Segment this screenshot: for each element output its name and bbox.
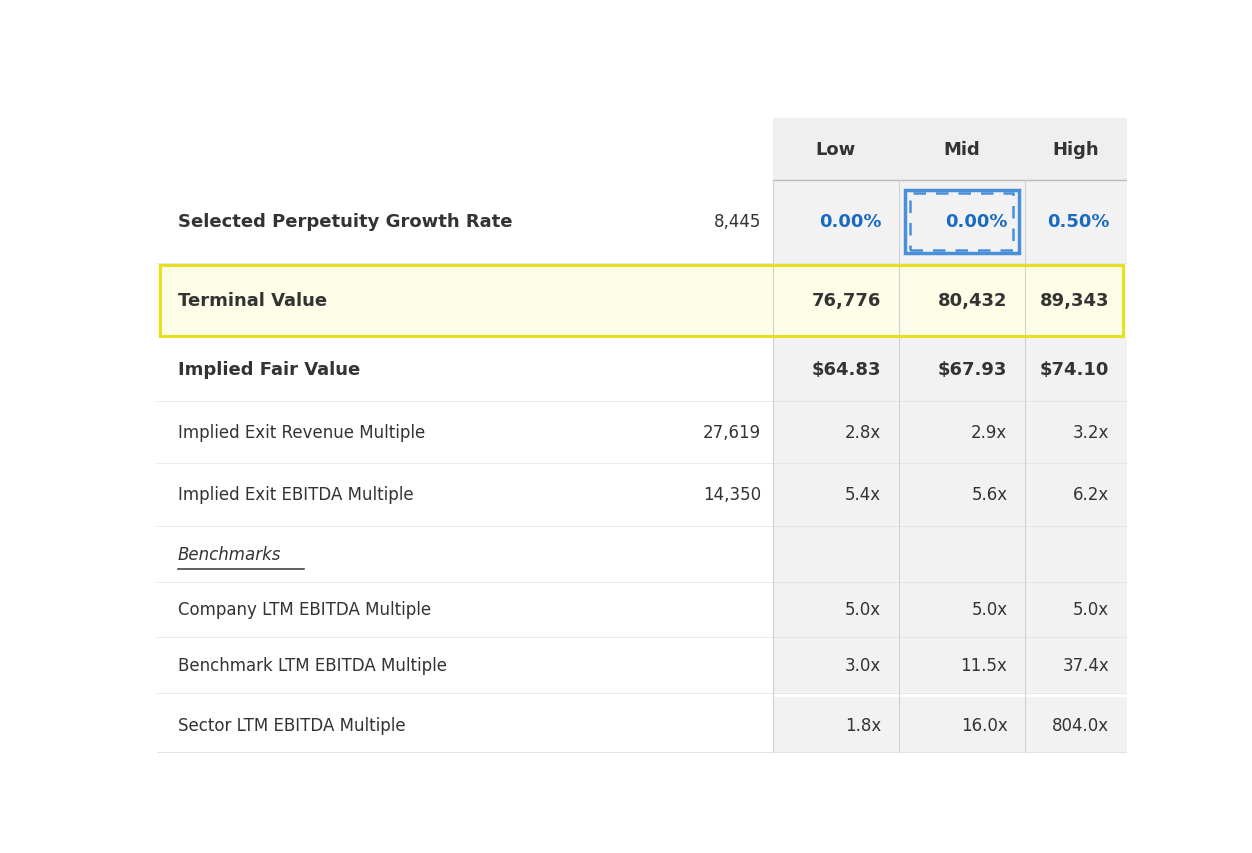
Bar [641, 181, 772, 264]
Text: Terminal Value: Terminal Value [178, 292, 327, 310]
Text: $74.10: $74.10 [1040, 361, 1109, 379]
Bar [156, 401, 641, 463]
Bar [772, 119, 899, 181]
Bar [156, 339, 641, 401]
Bar [772, 638, 1127, 693]
Bar [156, 638, 641, 693]
Text: Low: Low [815, 141, 856, 159]
Bar [160, 266, 1123, 336]
Text: 14,350: 14,350 [702, 486, 761, 504]
Text: 5.6x: 5.6x [972, 486, 1008, 504]
Text: 3.0x: 3.0x [845, 657, 881, 675]
Bar [641, 582, 772, 638]
Text: 5.0x: 5.0x [1073, 601, 1109, 618]
Bar [641, 697, 772, 752]
Bar [641, 638, 772, 693]
Text: 1.8x: 1.8x [845, 716, 881, 734]
Text: $67.93: $67.93 [938, 361, 1008, 379]
Text: $64.83: $64.83 [811, 361, 881, 379]
Text: 11.5x: 11.5x [960, 657, 1008, 675]
Text: Selected Perpetuity Growth Rate: Selected Perpetuity Growth Rate [178, 213, 512, 231]
Text: 0.50%: 0.50% [1047, 213, 1109, 231]
Bar [905, 191, 1019, 253]
Text: 5.0x: 5.0x [845, 601, 881, 618]
Text: 5.4x: 5.4x [845, 486, 881, 504]
Bar [156, 582, 641, 638]
Text: Company LTM EBITDA Multiple: Company LTM EBITDA Multiple [178, 601, 431, 618]
Text: 5.0x: 5.0x [972, 601, 1008, 618]
Text: 76,776: 76,776 [813, 292, 881, 310]
Text: Benchmarks: Benchmarks [178, 545, 282, 563]
Bar [772, 697, 1127, 752]
Bar [772, 401, 1127, 463]
Bar [641, 401, 772, 463]
Text: 16.0x: 16.0x [960, 716, 1008, 734]
Bar [772, 264, 1127, 339]
Bar [156, 264, 641, 339]
Bar [156, 464, 641, 526]
Bar [772, 339, 1127, 401]
Text: 6.2x: 6.2x [1073, 486, 1109, 504]
Text: Implied Exit EBITDA Multiple: Implied Exit EBITDA Multiple [178, 486, 413, 504]
Text: 27,619: 27,619 [702, 423, 761, 441]
Bar [772, 582, 1127, 638]
Bar [156, 697, 641, 752]
Bar [772, 526, 1127, 582]
Text: 3.2x: 3.2x [1073, 423, 1109, 441]
Text: 2.8x: 2.8x [845, 423, 881, 441]
Text: 0.00%: 0.00% [819, 213, 881, 231]
Text: 80,432: 80,432 [938, 292, 1008, 310]
Bar [156, 526, 641, 582]
Text: Mid: Mid [944, 141, 980, 159]
Text: Benchmark LTM EBITDA Multiple: Benchmark LTM EBITDA Multiple [178, 657, 447, 675]
Text: 89,343: 89,343 [1040, 292, 1109, 310]
Text: 804.0x: 804.0x [1052, 716, 1109, 734]
Bar [910, 194, 1013, 251]
Bar [641, 264, 772, 339]
Bar [641, 339, 772, 401]
Text: 8,445: 8,445 [714, 213, 761, 231]
Bar [156, 119, 641, 181]
Bar [772, 181, 1127, 264]
Bar [1025, 119, 1127, 181]
Text: High: High [1053, 141, 1099, 159]
Text: Sector LTM EBITDA Multiple: Sector LTM EBITDA Multiple [178, 716, 406, 734]
Text: Implied Fair Value: Implied Fair Value [178, 361, 361, 379]
Text: 2.9x: 2.9x [972, 423, 1008, 441]
Text: Implied Exit Revenue Multiple: Implied Exit Revenue Multiple [178, 423, 426, 441]
Bar [899, 119, 1025, 181]
Text: 37.4x: 37.4x [1063, 657, 1109, 675]
Text: 0.00%: 0.00% [945, 213, 1008, 231]
Bar [156, 181, 641, 264]
Bar [772, 464, 1127, 526]
Bar [641, 526, 772, 582]
Bar [641, 464, 772, 526]
